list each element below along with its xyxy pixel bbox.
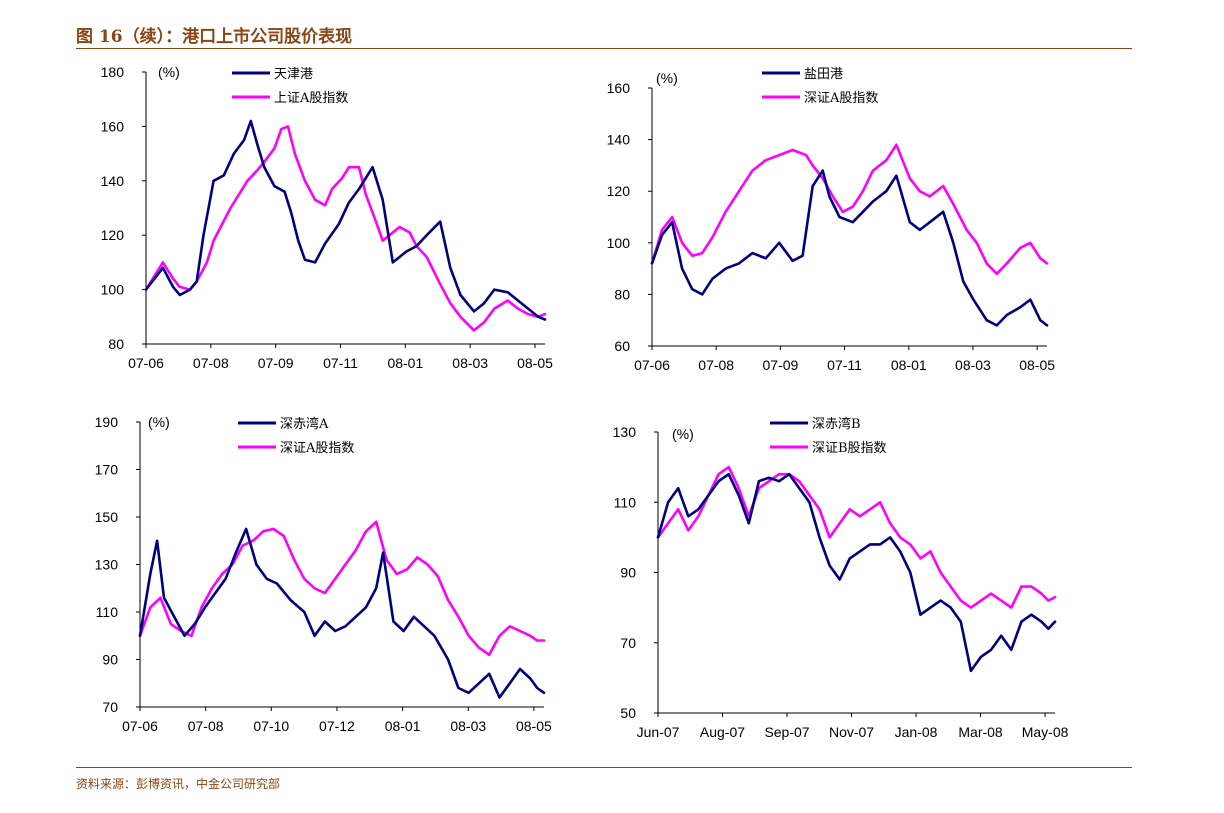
x-tick-label: 08-01 (891, 357, 927, 373)
x-tick-label: Jan-08 (895, 724, 938, 740)
source-note: 资料来源：彭博资讯，中金公司研究部 (76, 777, 281, 791)
legend-label: 深赤湾B (812, 416, 861, 432)
chart-chiwan-b: 50 70 90 110 130 Jun-07 Aug-07 Sep-07 Nov-07 Jan-… (613, 416, 1069, 740)
x-tick-label: May-08 (1022, 724, 1069, 740)
y-tick-label: 90 (102, 652, 118, 668)
legend-label: 盐田港 (804, 67, 843, 82)
legend-label: 深证B股指数 (812, 441, 887, 456)
y-tick-label: 150 (95, 509, 119, 525)
chart-yantian-port: 60 80 100 120 140 160 07-06 07-08 07-09 07-11 08-0… (607, 67, 1056, 373)
x-tick-label: 08-05 (516, 718, 552, 734)
x-tick-label: 08-05 (517, 355, 553, 371)
series-line-2 (138, 520, 546, 657)
unit-label: (%) (158, 64, 180, 80)
legend-label: 天津港 (274, 67, 313, 82)
series-line-2 (656, 465, 1057, 609)
y-tick-label: 100 (101, 282, 125, 298)
chart-tianjin-port: 80 100 120 140 160 180 07-06 07-08 07-09 07-11 08-… (101, 64, 553, 371)
y-tick-label: 110 (96, 604, 119, 620)
series-line-1 (144, 119, 547, 321)
x-tick-label: 07-11 (827, 357, 862, 373)
x-tick-label: 08-03 (452, 355, 488, 371)
series-line-1 (656, 472, 1057, 673)
chart-chiwan-a: 70 90 110 130 150 170 190 07-06 07-08 07-10 07-12 0… (95, 414, 552, 734)
y-tick-label: 120 (101, 227, 125, 243)
x-tick-label: Jun-07 (637, 724, 680, 740)
y-tick-label: 140 (101, 173, 125, 189)
legend-label: 上证A股指数 (274, 91, 348, 106)
y-tick-label: 160 (101, 118, 125, 134)
x-tick-label: 08-03 (450, 718, 486, 734)
x-tick-label: 08-01 (385, 718, 421, 734)
unit-label: (%) (656, 70, 678, 86)
y-tick-label: 50 (620, 705, 636, 721)
x-tick-label: 07-12 (319, 718, 355, 734)
x-tick-label: Aug-07 (700, 724, 745, 740)
y-tick-label: 80 (108, 336, 124, 352)
legend-label: 深证A股指数 (804, 91, 878, 106)
y-tick-label: 120 (607, 183, 631, 199)
y-tick-label: 80 (614, 286, 630, 302)
series-line-1 (650, 169, 1049, 327)
y-tick-label: 70 (620, 635, 636, 651)
x-tick-label: 08-05 (1019, 357, 1055, 373)
x-tick-label: Nov-07 (829, 724, 874, 740)
x-tick-label: 08-03 (955, 357, 991, 373)
y-tick-label: 160 (607, 80, 631, 96)
x-tick-label: 07-08 (193, 355, 229, 371)
series-line-2 (144, 125, 547, 332)
unit-label: (%) (672, 426, 694, 442)
y-tick-label: 130 (613, 424, 637, 440)
x-tick-label: 08-01 (387, 355, 423, 371)
y-tick-label: 110 (614, 494, 637, 510)
y-tick-label: 70 (102, 699, 118, 715)
legend-label: 深证A股指数 (280, 441, 354, 456)
y-tick-label: 180 (101, 64, 125, 80)
x-tick-label: 07-06 (128, 355, 164, 371)
x-tick-label: 07-09 (258, 355, 294, 371)
x-tick-label: 07-06 (122, 718, 158, 734)
x-tick-label: 07-08 (188, 718, 224, 734)
y-tick-label: 100 (607, 235, 631, 251)
y-tick-label: 130 (95, 557, 119, 573)
series-line-1 (138, 527, 546, 699)
x-tick-label: Sep-07 (764, 724, 809, 740)
x-tick-label: 07-08 (698, 357, 734, 373)
x-tick-label: 07-11 (323, 355, 358, 371)
legend-label: 深赤湾A (280, 416, 329, 432)
y-tick-label: 60 (614, 338, 630, 354)
x-tick-label: Mar-08 (958, 724, 1003, 740)
top-divider (76, 48, 1132, 49)
y-tick-label: 140 (607, 132, 631, 148)
bottom-divider (76, 767, 1132, 768)
x-tick-label: 07-06 (634, 357, 670, 373)
x-tick-label: 07-09 (762, 357, 798, 373)
figure-title: 图 16（续）：港口上市公司股价表现 (76, 27, 353, 47)
y-tick-label: 190 (95, 414, 119, 430)
y-tick-label: 90 (620, 565, 636, 581)
x-tick-label: 07-10 (253, 718, 289, 734)
unit-label: (%) (148, 414, 170, 430)
series-line-2 (650, 143, 1049, 276)
y-tick-label: 170 (95, 462, 119, 478)
